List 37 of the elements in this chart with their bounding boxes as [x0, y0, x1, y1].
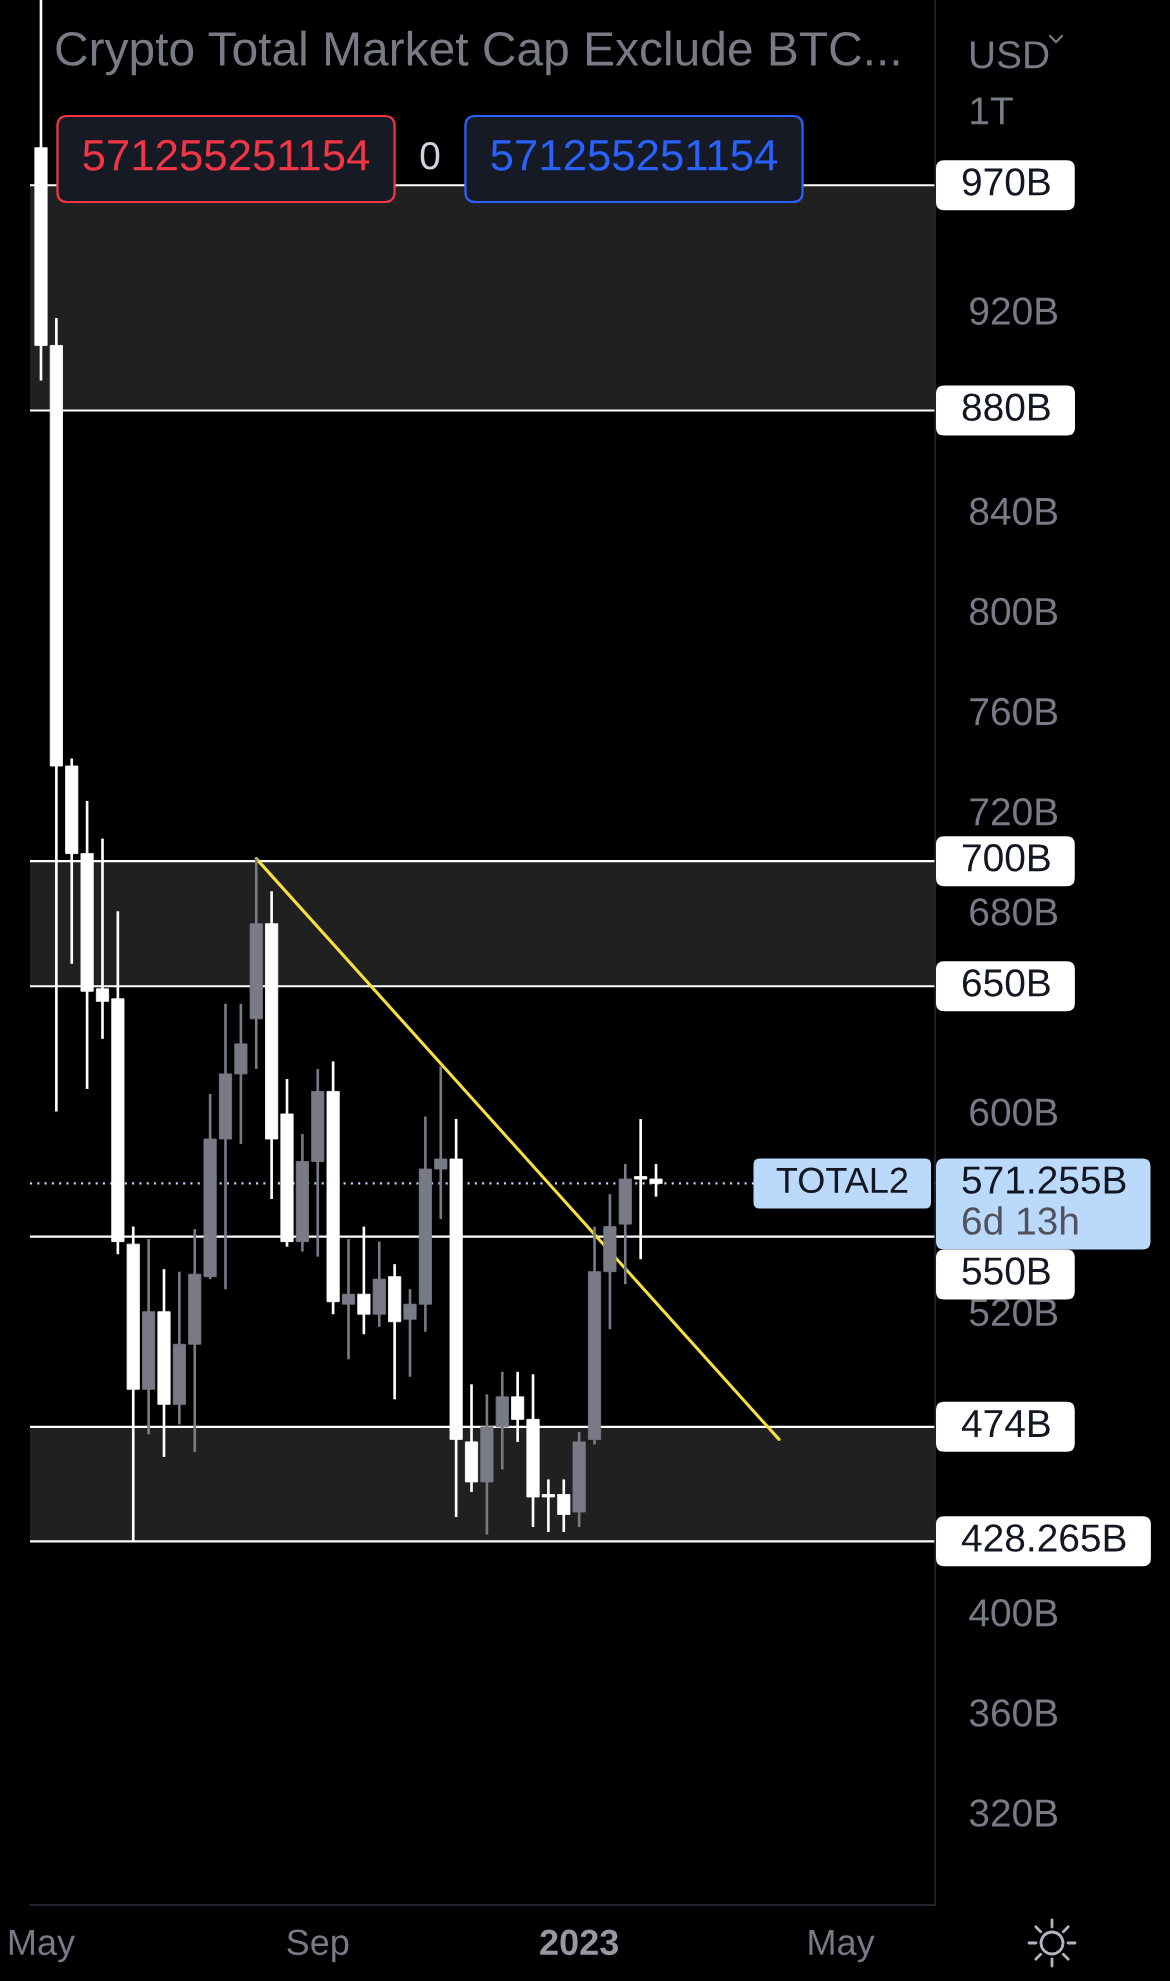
y-tick-label: 840B: [970, 497, 1058, 526]
candlestick: [541, 1478, 555, 1534]
y-tick-label: 320B: [969, 1799, 1058, 1827]
x-tick-label: May: [9, 1929, 76, 1963]
y-tick-label: 520B: [969, 1298, 1058, 1327]
y-tick-label: 920B: [970, 297, 1058, 325]
candlestick: [649, 1162, 663, 1198]
y-tick-label: 360B: [969, 1699, 1058, 1727]
candlestick: [557, 1478, 571, 1534]
y-axis-title: USD: [971, 41, 1049, 69]
ref-line-label: 650B: [962, 969, 1050, 997]
candlestick: [341, 1237, 356, 1361]
ref-line-label: 700B: [962, 844, 1050, 872]
x-tick-label: 2023: [540, 1929, 619, 1956]
candlestick: [434, 1065, 448, 1221]
ref-line-label: 571.255B: [962, 1166, 1126, 1194]
y-tick-label: 800B: [970, 597, 1058, 626]
y-tick-label: 600B: [970, 1098, 1058, 1126]
ref-line-label: 550B: [962, 1257, 1050, 1285]
y-tick-label: 680B: [970, 898, 1058, 926]
y-tick-label: 1T: [971, 97, 1013, 125]
ref-line-label: 474B: [961, 1410, 1050, 1437]
ref-line-label: 880B: [962, 393, 1050, 421]
text: Crypto Total Market Cap Exclude BTC...: [56, 30, 899, 76]
candlestick: [403, 1287, 417, 1379]
x-tick-label: May: [809, 1929, 875, 1963]
annotation: 571255251154: [83, 139, 370, 171]
y-tick-label: 760B: [970, 697, 1058, 726]
y-tick-label: 400B: [969, 1599, 1058, 1627]
annotation: TOTAL2: [776, 1167, 908, 1194]
text: 6d 13h: [962, 1206, 1078, 1235]
annotation: 571255251154: [491, 139, 778, 171]
ref-line-label: 428.265B: [961, 1524, 1126, 1552]
y-tick-label: 720B: [970, 798, 1058, 826]
annotation: 0: [420, 141, 440, 170]
x-tick-label: Sep: [287, 1929, 349, 1963]
ref-line-label: 970B: [962, 168, 1050, 196]
